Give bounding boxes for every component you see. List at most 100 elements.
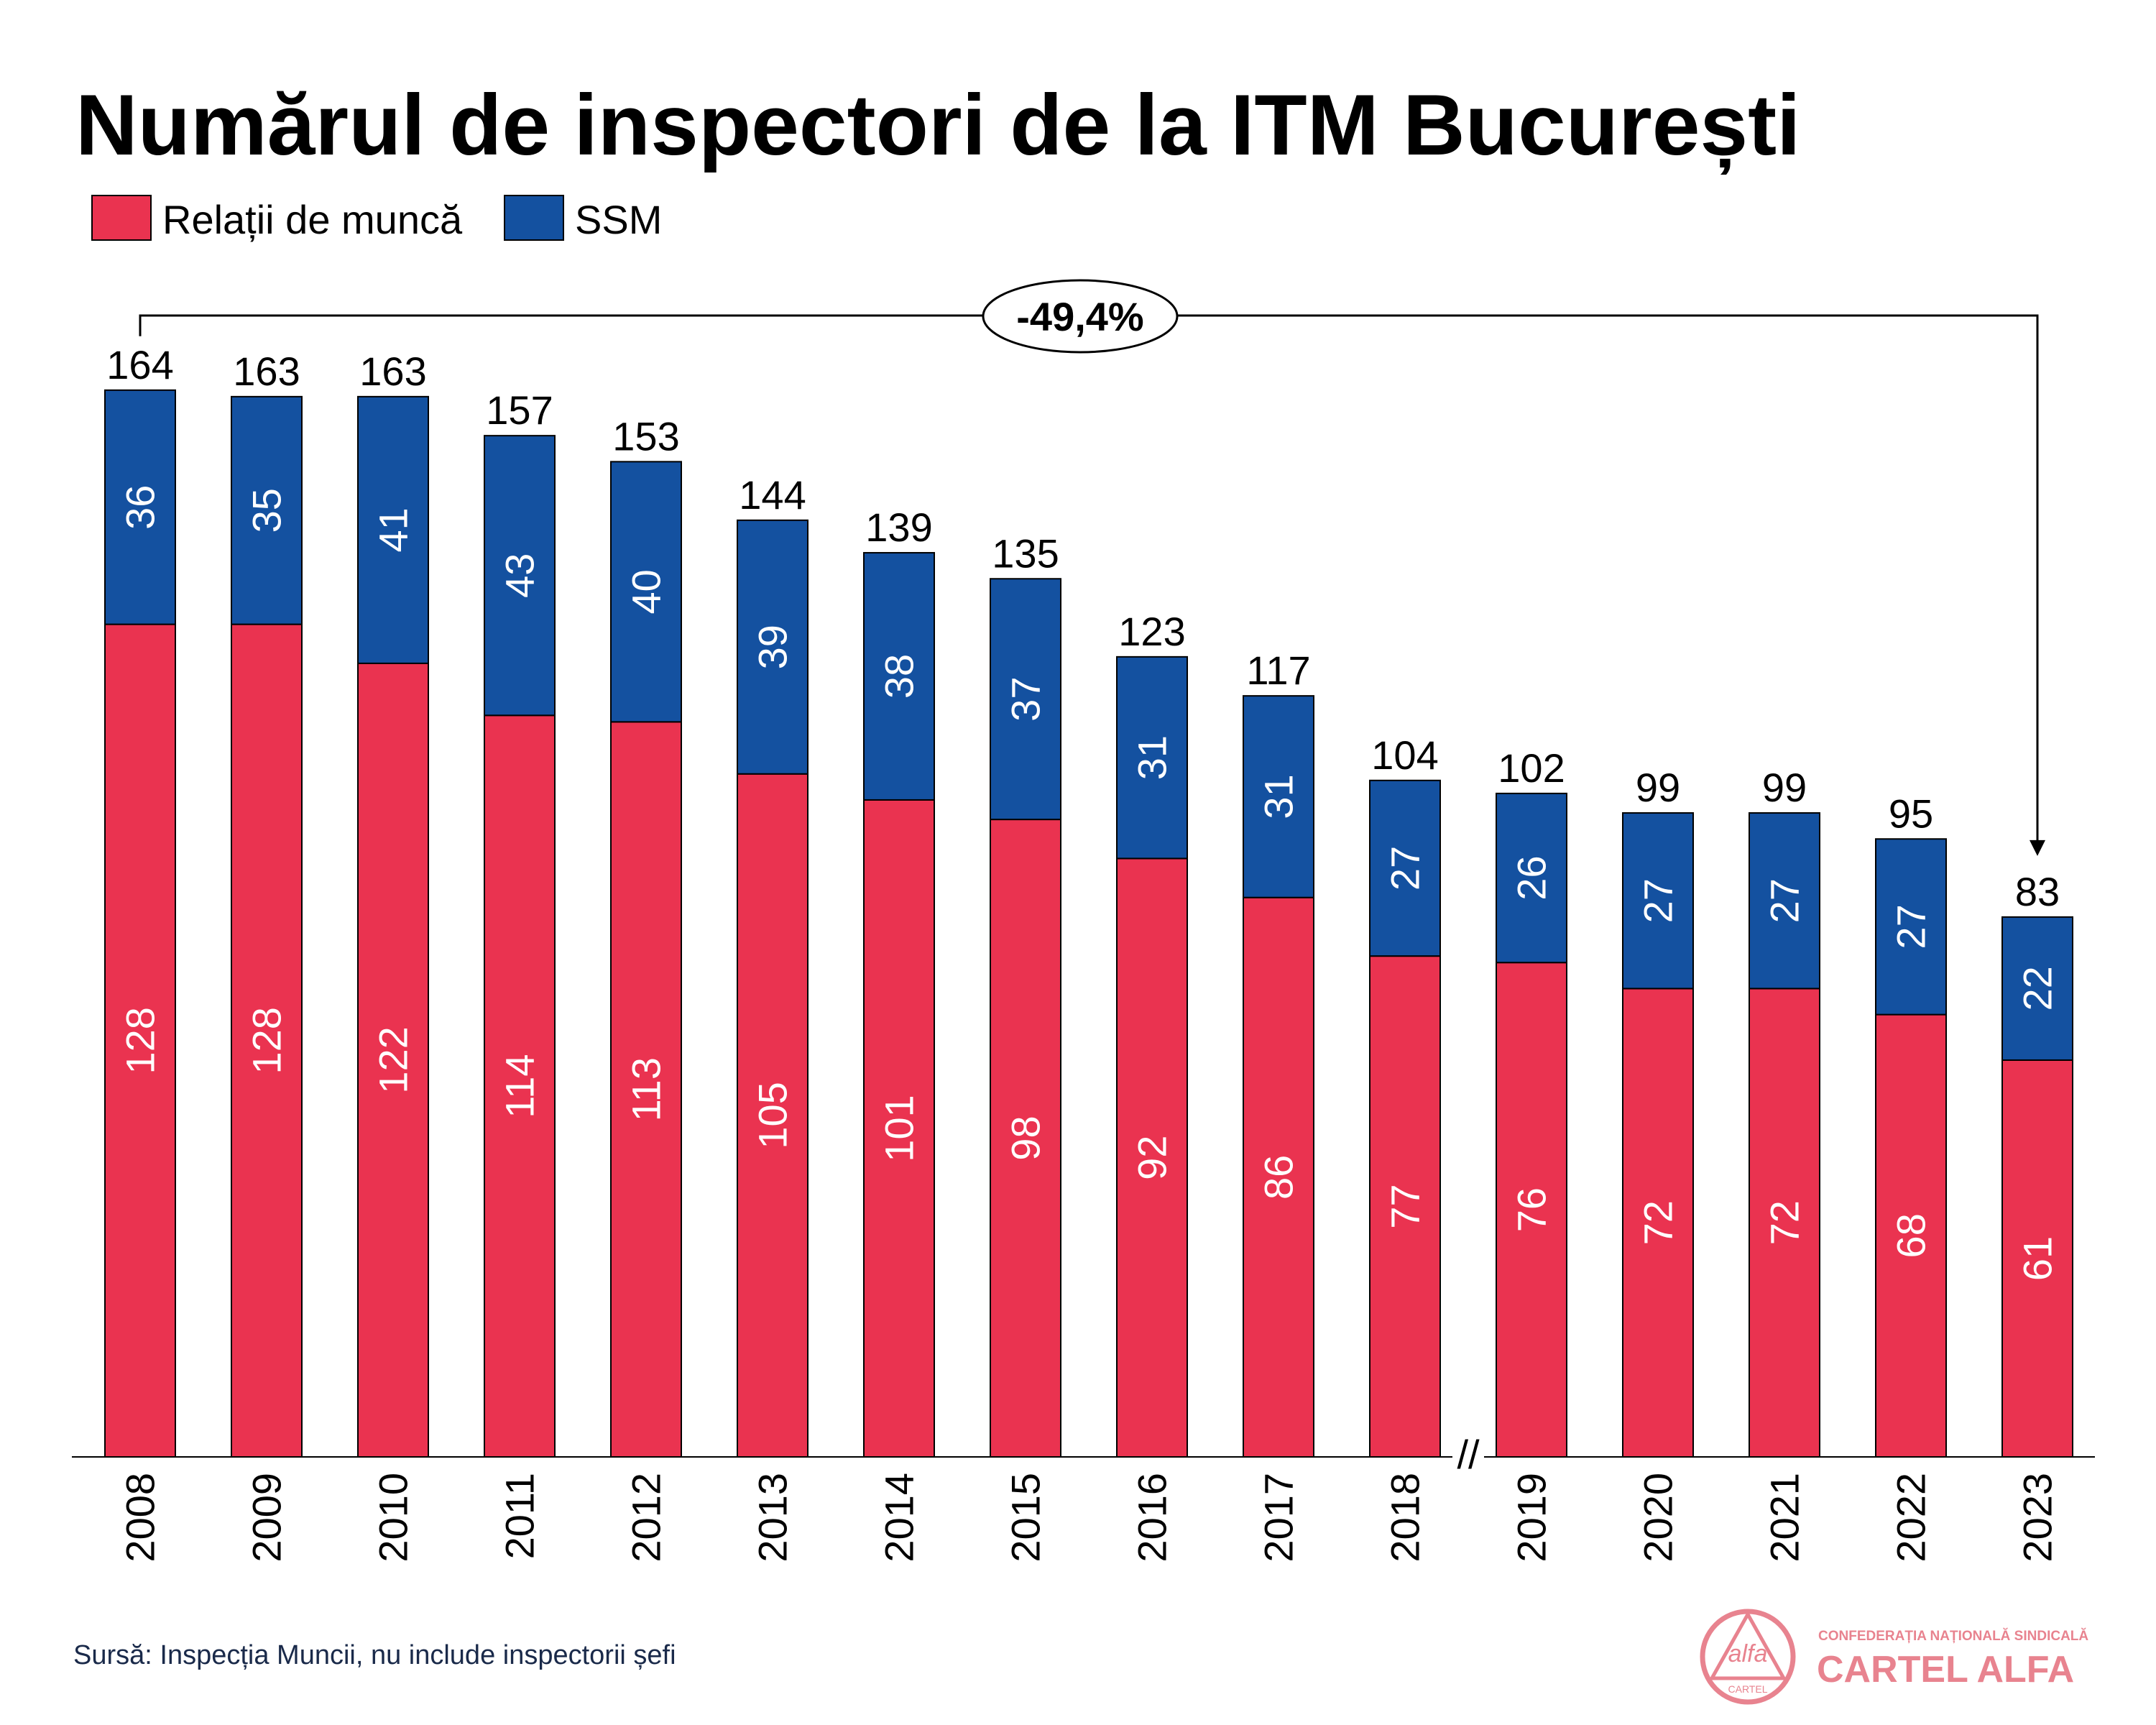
bar-relatii-2018 (1369, 955, 1441, 1458)
label-total-2008: 164 (106, 342, 173, 387)
label-ssm-2010: 41 (371, 507, 416, 552)
label-relatii-2008: 128 (118, 1007, 163, 1074)
label-total-2015: 135 (992, 530, 1059, 576)
bar-ssm-2018 (1369, 779, 1441, 957)
label-relatii-2017: 86 (1256, 1155, 1302, 1200)
bar-relatii-2013 (737, 773, 808, 1458)
year-label-2011: 2011 (497, 1473, 543, 1559)
bar-relatii-2014 (863, 799, 935, 1458)
label-relatii-2012: 113 (624, 1057, 669, 1121)
axis-break-mark: // (1457, 1432, 1480, 1477)
label-relatii-2009: 128 (244, 1007, 290, 1074)
bar-ssm-2009 (231, 395, 303, 625)
year-label-2012: 2012 (624, 1473, 669, 1563)
label-total-2020: 99 (1636, 765, 1680, 810)
bar-relatii-2017 (1243, 896, 1314, 1458)
label-total-2016: 123 (1118, 609, 1185, 654)
label-ssm-2018: 27 (1383, 846, 1428, 891)
label-ssm-2008: 36 (118, 485, 163, 530)
bar-ssm-2015 (990, 578, 1061, 821)
callout-arrowhead (2030, 840, 2045, 856)
label-total-2019: 102 (1498, 745, 1565, 791)
bars-layer: 128 36 164 2008 128 35 163 2009 122 41 163 2010 114 4… (104, 342, 2073, 1563)
label-ssm-2019: 26 (1509, 855, 1554, 900)
cartel-alfa-logo: alfa CARTEL CONFEDERAȚIA NAȚIONALĂ SINDI… (1700, 1609, 2088, 1705)
logo-tagline: CONFEDERAȚIA NAȚIONALĂ SINDICALĂ (1818, 1628, 2088, 1644)
label-relatii-2023: 61 (2015, 1236, 2060, 1281)
callout-bubble (982, 279, 1179, 354)
label-total-2021: 99 (1762, 765, 1807, 810)
label-ssm-2012: 40 (624, 569, 669, 614)
label-total-2018: 104 (1371, 732, 1438, 778)
bar-ssm-2023 (2001, 916, 2073, 1061)
legend-label-ssm: SSM (575, 197, 662, 242)
label-total-2023: 83 (2015, 869, 2060, 914)
logo-mark-subtext: CARTEL (1728, 1683, 1768, 1695)
label-ssm-2015: 37 (1003, 677, 1049, 722)
year-label-2016: 2016 (1130, 1473, 1175, 1563)
logo-name: CARTEL ALFA (1817, 1649, 2074, 1690)
label-total-2017: 117 (1246, 648, 1310, 693)
label-ssm-2013: 39 (750, 625, 796, 669)
label-total-2012: 153 (612, 413, 679, 459)
label-relatii-2022: 68 (1889, 1213, 1934, 1258)
year-label-2023: 2023 (2015, 1473, 2060, 1563)
logo-mark-text: alfa (1728, 1640, 1768, 1668)
label-ssm-2014: 38 (877, 654, 922, 699)
label-ssm-2022: 27 (1889, 904, 1934, 949)
bar-ssm-2017 (1243, 695, 1314, 898)
bar-ssm-2011 (484, 435, 556, 717)
bar-relatii-2015 (990, 819, 1061, 1458)
bar-ssm-2021 (1749, 812, 1820, 990)
label-relatii-2016: 92 (1130, 1136, 1175, 1180)
label-relatii-2021: 72 (1762, 1200, 1807, 1245)
chart-title: Numărul de inspectori de la ITM Bucureșt… (75, 77, 1800, 175)
label-ssm-2017: 31 (1256, 774, 1302, 819)
label-total-2011: 157 (486, 387, 553, 433)
axis-break-layer: // (1452, 1432, 1484, 1477)
bar-ssm-2020 (1622, 812, 1694, 990)
bar-relatii-2008 (104, 623, 176, 1458)
legend: Relații de muncă SSM (91, 195, 662, 242)
label-ssm-2021: 27 (1762, 878, 1807, 923)
label-ssm-2009: 35 (244, 488, 290, 533)
bar-relatii-2019 (1496, 962, 1567, 1458)
year-label-2015: 2015 (1003, 1473, 1049, 1563)
year-label-2021: 2021 (1762, 1473, 1807, 1563)
year-label-2009: 2009 (244, 1473, 290, 1563)
bar-relatii-2020 (1622, 988, 1694, 1458)
bar-ssm-2008 (104, 389, 176, 625)
label-relatii-2013: 105 (750, 1082, 796, 1149)
bar-ssm-2012 (610, 461, 682, 723)
label-ssm-2011: 43 (497, 553, 543, 598)
legend-swatch-relatii (91, 195, 152, 241)
bar-ssm-2016 (1116, 656, 1188, 860)
label-total-2013: 144 (739, 472, 806, 518)
bar-relatii-2022 (1875, 1013, 1947, 1458)
year-label-2018: 2018 (1383, 1473, 1428, 1563)
label-relatii-2010: 122 (371, 1026, 416, 1093)
bar-ssm-2013 (737, 519, 808, 775)
label-total-2022: 95 (1889, 791, 1933, 836)
bar-relatii-2016 (1116, 857, 1188, 1458)
bar-ssm-2014 (863, 552, 935, 801)
callout: -49,4% (139, 279, 2045, 856)
year-label-2010: 2010 (371, 1473, 416, 1563)
source-note: Sursă: Inspecția Muncii, nu include insp… (73, 1640, 676, 1670)
label-relatii-2011: 114 (497, 1054, 543, 1118)
legend-swatch-ssm (504, 195, 564, 241)
bar-ssm-2019 (1496, 792, 1567, 964)
year-label-2022: 2022 (1889, 1473, 1934, 1563)
year-label-2019: 2019 (1509, 1473, 1554, 1563)
year-label-2008: 2008 (118, 1473, 163, 1563)
label-total-2010: 163 (359, 349, 426, 394)
label-total-2009: 163 (233, 349, 300, 394)
logo-triangle-icon (1708, 1610, 1787, 1680)
bar-relatii-2010 (357, 662, 429, 1458)
year-label-2014: 2014 (877, 1473, 922, 1563)
legend-label-relatii: Relații de muncă (162, 197, 463, 242)
label-relatii-2014: 101 (877, 1095, 922, 1162)
bar-relatii-2021 (1749, 988, 1820, 1458)
bar-ssm-2022 (1875, 838, 1947, 1016)
